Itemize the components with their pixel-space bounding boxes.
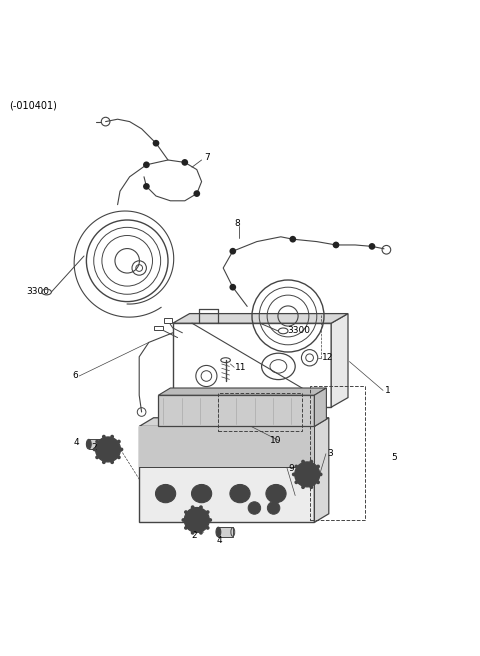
Polygon shape (139, 418, 329, 426)
Circle shape (267, 502, 280, 514)
Circle shape (319, 472, 323, 476)
Circle shape (143, 161, 150, 168)
Text: 8: 8 (235, 219, 240, 228)
Circle shape (301, 485, 305, 489)
Ellipse shape (160, 489, 171, 498)
Polygon shape (139, 426, 314, 522)
Circle shape (310, 460, 313, 464)
Polygon shape (314, 418, 329, 522)
Circle shape (96, 437, 120, 462)
Text: 12: 12 (322, 354, 333, 362)
Text: 9: 9 (288, 464, 294, 473)
Ellipse shape (192, 485, 212, 502)
Circle shape (184, 508, 209, 533)
Circle shape (294, 464, 298, 468)
Ellipse shape (230, 485, 250, 502)
Circle shape (93, 447, 96, 451)
Circle shape (206, 510, 210, 514)
Polygon shape (139, 426, 314, 466)
Polygon shape (158, 388, 326, 395)
Polygon shape (173, 314, 348, 323)
Circle shape (294, 480, 298, 484)
Text: 3300: 3300 (26, 287, 49, 297)
Text: 11: 11 (235, 363, 247, 372)
Circle shape (102, 435, 106, 439)
Ellipse shape (156, 485, 176, 502)
FancyBboxPatch shape (164, 318, 172, 323)
Circle shape (316, 464, 320, 468)
Circle shape (369, 243, 375, 250)
Circle shape (102, 461, 106, 464)
Ellipse shape (86, 440, 91, 449)
FancyBboxPatch shape (154, 325, 163, 331)
Circle shape (310, 485, 313, 489)
Circle shape (191, 505, 194, 509)
Circle shape (248, 502, 261, 514)
Circle shape (199, 505, 203, 509)
Circle shape (301, 460, 305, 464)
Text: 5: 5 (391, 453, 397, 462)
Circle shape (181, 159, 188, 166)
Circle shape (95, 440, 99, 443)
Circle shape (295, 462, 320, 487)
Circle shape (333, 241, 339, 249)
Circle shape (316, 480, 320, 484)
Ellipse shape (216, 527, 221, 537)
Circle shape (289, 236, 296, 243)
Polygon shape (89, 440, 104, 449)
Ellipse shape (235, 489, 245, 498)
Circle shape (193, 190, 200, 197)
Circle shape (117, 455, 121, 459)
Circle shape (292, 472, 296, 476)
Circle shape (199, 531, 203, 535)
Text: 7: 7 (204, 153, 210, 162)
Circle shape (208, 518, 212, 522)
Circle shape (110, 435, 114, 439)
Ellipse shape (271, 489, 281, 498)
Circle shape (181, 518, 185, 522)
Text: (-010401): (-010401) (10, 101, 58, 111)
Text: 10: 10 (270, 436, 282, 445)
Circle shape (95, 455, 99, 459)
Circle shape (191, 531, 194, 535)
Text: 2: 2 (91, 443, 97, 451)
Circle shape (229, 284, 236, 291)
Text: 3300: 3300 (287, 327, 310, 335)
Text: 4: 4 (73, 438, 79, 447)
Polygon shape (331, 314, 348, 407)
Circle shape (117, 440, 121, 443)
Polygon shape (218, 527, 233, 537)
Text: 3: 3 (327, 449, 333, 459)
Polygon shape (158, 395, 314, 426)
Circle shape (153, 140, 159, 146)
Polygon shape (314, 388, 326, 426)
Text: 2: 2 (191, 531, 197, 541)
Ellipse shape (266, 485, 286, 502)
Circle shape (229, 248, 236, 255)
Text: 6: 6 (72, 371, 78, 380)
Circle shape (110, 461, 114, 464)
Text: 1: 1 (385, 386, 391, 395)
Circle shape (206, 526, 210, 530)
Circle shape (184, 526, 188, 530)
Text: 4: 4 (217, 536, 223, 545)
Circle shape (184, 510, 188, 514)
Ellipse shape (196, 489, 207, 498)
Circle shape (120, 447, 123, 451)
Circle shape (143, 183, 150, 190)
